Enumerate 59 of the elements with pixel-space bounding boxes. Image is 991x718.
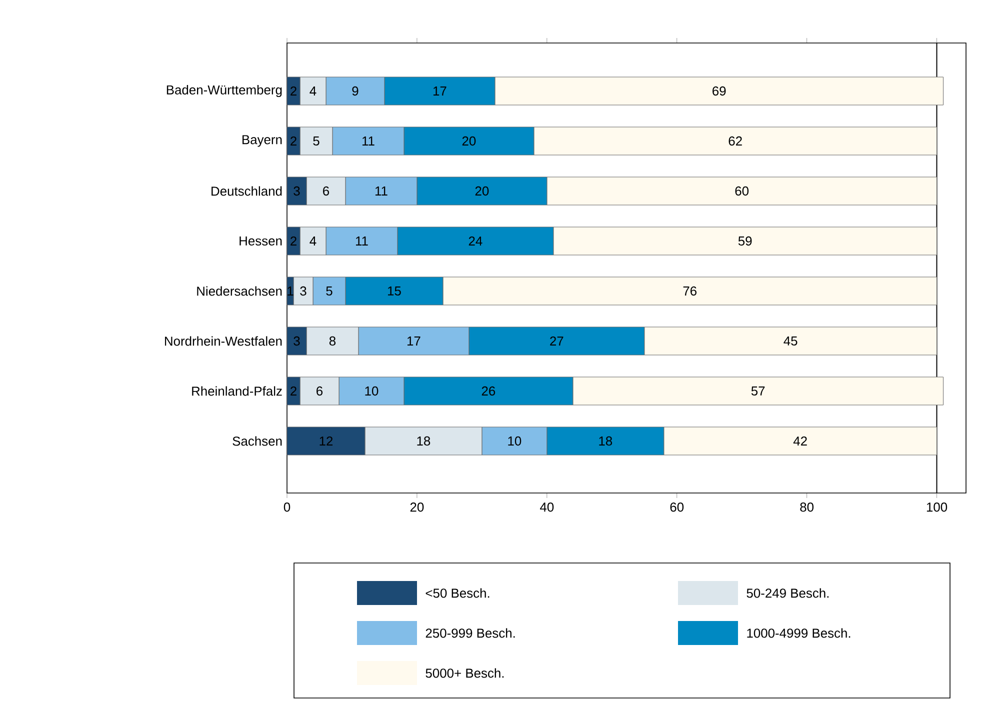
data-label: 10 [508, 436, 522, 446]
data-label: 2 [290, 86, 296, 96]
y-tick-label: Bayern [242, 135, 282, 147]
data-label: 3 [300, 286, 306, 296]
data-label: 17 [433, 86, 446, 96]
data-label: 20 [462, 136, 476, 146]
y-tick-label: Rheinland-Pfalz [192, 386, 282, 396]
data-label: 4 [310, 86, 316, 96]
y-tick-label: Baden-Württemberg [166, 84, 282, 98]
data-label: 2 [290, 236, 296, 246]
data-label: 76 [683, 286, 696, 296]
data-label: 18 [599, 436, 612, 446]
data-label: 11 [375, 186, 388, 196]
data-label: 12 [320, 436, 333, 446]
legend-label: 50-249 Besch. [746, 588, 829, 598]
data-label: 1 [288, 286, 294, 296]
data-label: 9 [352, 86, 358, 96]
data-label: 5 [326, 286, 332, 296]
legend-label: <50 Besch. [426, 588, 490, 598]
legend-label: 250-999 Besch. [426, 628, 515, 638]
data-label: 27 [550, 336, 564, 346]
data-label: 20 [475, 186, 489, 196]
data-label: 60 [735, 186, 749, 196]
data-label: 2 [290, 136, 296, 146]
data-label: 6 [316, 386, 323, 396]
data-label: 69 [712, 86, 726, 96]
legend-label: 1000-4999 Besch. [747, 628, 850, 638]
x-tick-label: 20 [410, 502, 424, 512]
data-label: 11 [362, 136, 374, 146]
data-label: 45 [784, 336, 798, 346]
data-label: 11 [356, 236, 368, 246]
data-label: 2 [290, 386, 296, 396]
data-label: 10 [365, 386, 378, 396]
x-tick-label: 60 [670, 502, 684, 512]
data-label: 59 [738, 236, 752, 246]
data-label: 3 [294, 186, 300, 196]
data-label: 4 [310, 236, 316, 246]
data-label: 26 [482, 386, 496, 396]
data-label: 57 [751, 386, 765, 396]
data-label: 42 [793, 436, 807, 446]
y-tick-label: Deutschland [212, 186, 282, 196]
data-label: 62 [728, 136, 742, 146]
legend-label: 5000+ Besch. [426, 668, 504, 678]
x-tick-label: 100 [926, 502, 948, 512]
data-label: 24 [468, 236, 482, 246]
data-label: 15 [388, 286, 401, 296]
y-tick-label: Niedersachsen [197, 286, 282, 296]
x-tick-label: 0 [284, 502, 290, 512]
data-label: 5 [313, 136, 320, 146]
data-label: 18 [417, 436, 430, 446]
y-tick-label: Hessen [240, 236, 282, 246]
data-label: 8 [329, 336, 336, 346]
x-tick-label: 80 [800, 502, 814, 512]
y-tick-label: Nordrhein-Westfalen [165, 336, 282, 346]
data-label: 17 [407, 336, 420, 346]
x-tick-label: 40 [540, 502, 554, 512]
data-label: 6 [323, 186, 330, 196]
data-label: 3 [294, 336, 300, 346]
y-tick-label: Sachsen [232, 436, 282, 446]
